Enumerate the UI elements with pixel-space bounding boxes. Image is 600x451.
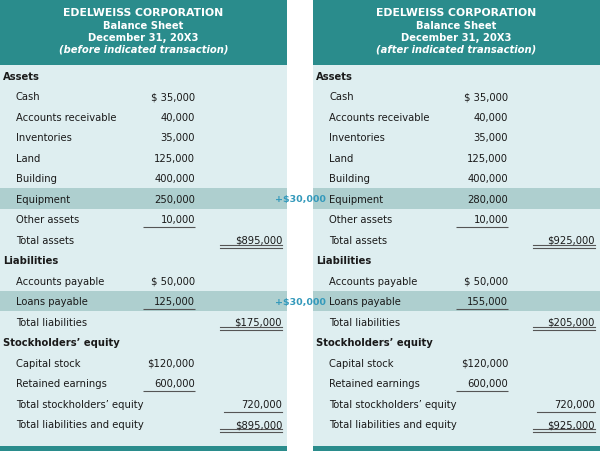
Text: Inventories: Inventories [329, 133, 385, 143]
Text: Assets: Assets [316, 72, 353, 82]
Text: Retained earnings: Retained earnings [329, 379, 420, 389]
Text: Balance Sheet: Balance Sheet [416, 21, 497, 31]
Text: $ 50,000: $ 50,000 [464, 277, 508, 287]
Text: Accounts receivable: Accounts receivable [329, 113, 430, 123]
Text: Stockholders’ equity: Stockholders’ equity [3, 338, 120, 348]
Text: $895,000: $895,000 [235, 236, 282, 246]
Text: Total stockholders’ equity: Total stockholders’ equity [16, 400, 143, 410]
Bar [0, 446, 287, 451]
Text: Land: Land [329, 154, 353, 164]
Text: December 31, 20X3: December 31, 20X3 [88, 33, 199, 43]
Text: $175,000: $175,000 [235, 318, 282, 328]
Text: 125,000: 125,000 [467, 154, 508, 164]
Text: Retained earnings: Retained earnings [16, 379, 107, 389]
Text: Capital stock: Capital stock [16, 359, 80, 369]
Bar [0, 188, 287, 208]
Text: $ 35,000: $ 35,000 [464, 92, 508, 102]
Bar [313, 290, 600, 311]
Text: Equipment: Equipment [16, 195, 70, 205]
Text: Balance Sheet: Balance Sheet [103, 21, 184, 31]
Text: $895,000: $895,000 [235, 420, 282, 430]
Text: $ 50,000: $ 50,000 [151, 277, 195, 287]
Text: 10,000: 10,000 [161, 216, 195, 226]
Text: Liabilities: Liabilities [3, 256, 58, 267]
Text: Accounts payable: Accounts payable [16, 277, 104, 287]
Text: 720,000: 720,000 [554, 400, 595, 410]
Text: $ 35,000: $ 35,000 [151, 92, 195, 102]
Text: $925,000: $925,000 [548, 236, 595, 246]
Text: +$30,000: +$30,000 [275, 195, 325, 204]
Bar [313, 188, 600, 208]
Text: Cash: Cash [16, 92, 41, 102]
Text: Accounts payable: Accounts payable [329, 277, 418, 287]
Text: Loans payable: Loans payable [329, 297, 401, 308]
Text: Total liabilities: Total liabilities [329, 318, 400, 328]
Text: 35,000: 35,000 [473, 133, 508, 143]
Text: Building: Building [329, 175, 370, 184]
Text: 125,000: 125,000 [154, 297, 195, 308]
Text: Accounts receivable: Accounts receivable [16, 113, 116, 123]
Text: Total stockholders’ equity: Total stockholders’ equity [329, 400, 457, 410]
Text: 280,000: 280,000 [467, 195, 508, 205]
Text: Total liabilities and equity: Total liabilities and equity [16, 420, 144, 430]
Text: Assets: Assets [3, 72, 40, 82]
Text: 40,000: 40,000 [473, 113, 508, 123]
Text: 400,000: 400,000 [467, 175, 508, 184]
Text: Building: Building [16, 175, 57, 184]
Text: Liabilities: Liabilities [316, 256, 371, 267]
Text: Total liabilities and equity: Total liabilities and equity [329, 420, 457, 430]
Bar [313, 0, 600, 65]
Text: $205,000: $205,000 [548, 318, 595, 328]
Text: 400,000: 400,000 [154, 175, 195, 184]
Text: +$30,000: +$30,000 [275, 298, 325, 307]
Text: $120,000: $120,000 [461, 359, 508, 369]
Text: Capital stock: Capital stock [329, 359, 394, 369]
Text: 155,000: 155,000 [467, 297, 508, 308]
Bar [313, 65, 600, 446]
Text: December 31, 20X3: December 31, 20X3 [401, 33, 512, 43]
Text: Loans payable: Loans payable [16, 297, 88, 308]
Text: $925,000: $925,000 [548, 420, 595, 430]
Text: 250,000: 250,000 [154, 195, 195, 205]
Text: 10,000: 10,000 [473, 216, 508, 226]
Text: 600,000: 600,000 [154, 379, 195, 389]
Text: Stockholders’ equity: Stockholders’ equity [316, 338, 433, 348]
Text: Other assets: Other assets [16, 216, 79, 226]
Text: EDELWEISS CORPORATION: EDELWEISS CORPORATION [376, 8, 536, 18]
Text: Other assets: Other assets [329, 216, 392, 226]
Bar [0, 65, 287, 446]
Bar [0, 0, 287, 65]
Text: 125,000: 125,000 [154, 154, 195, 164]
Text: Equipment: Equipment [329, 195, 383, 205]
Text: EDELWEISS CORPORATION: EDELWEISS CORPORATION [64, 8, 224, 18]
Text: Total assets: Total assets [329, 236, 387, 246]
Text: Cash: Cash [329, 92, 353, 102]
Text: (after indicated transaction): (after indicated transaction) [376, 45, 536, 55]
Bar [0, 290, 287, 311]
Text: 600,000: 600,000 [467, 379, 508, 389]
Text: Total assets: Total assets [16, 236, 74, 246]
Text: Inventories: Inventories [16, 133, 72, 143]
Text: $120,000: $120,000 [148, 359, 195, 369]
Bar [313, 446, 600, 451]
Text: 720,000: 720,000 [241, 400, 282, 410]
Text: 35,000: 35,000 [161, 133, 195, 143]
Text: Total liabilities: Total liabilities [16, 318, 87, 328]
Text: 40,000: 40,000 [161, 113, 195, 123]
Text: Land: Land [16, 154, 40, 164]
Text: (before indicated transaction): (before indicated transaction) [59, 45, 228, 55]
